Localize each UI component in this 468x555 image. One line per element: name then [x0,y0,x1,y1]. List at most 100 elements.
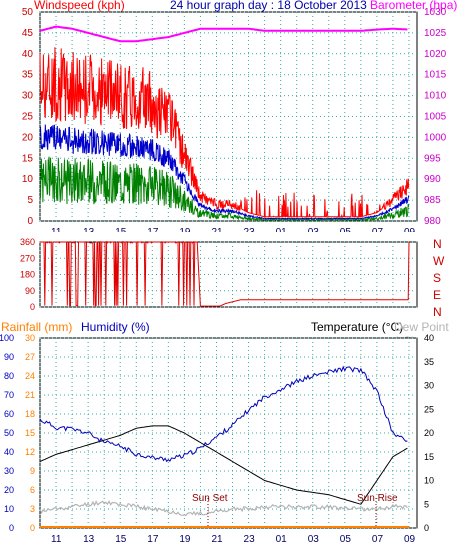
humidity-series [39,365,408,463]
direction-series [40,240,410,307]
temp-y-tick-label: 40 [424,333,434,343]
wind-y-tick-label: 45 [22,28,34,39]
temp-x-tick-label: 23 [244,534,256,545]
humidity-y-tick-label: 40 [4,447,14,457]
humidity-y-tick-label: 100 [0,333,14,343]
compass-label: N [433,305,442,316]
direction-grid [39,241,417,308]
temp-y-tick-label: 20 [424,428,434,438]
temp-y-tick-label: 5 [424,499,429,509]
temp-x-tick-label: 13 [83,534,95,545]
rain-y-tick-label: 27 [25,352,35,362]
temp-x-tick-label: 03 [308,534,320,545]
wind-grid [39,11,417,222]
humidity-y-tick-label: 30 [4,466,14,476]
compass-label: S [433,271,441,285]
wind-average-series [39,124,410,220]
wind-y-tick-label: 50 [22,7,34,18]
baro-axis-right: 980 985 990 995 1000 1005 1010 1015 1020 1025 1030 [424,7,447,227]
baro-y-tick-label: 995 [424,153,441,164]
direction-y-tick-label: 270 [20,253,35,263]
wind-direction-series [40,240,410,307]
baro-y-tick-label: 1020 [424,49,447,60]
temp-y-tick-label: 35 [424,357,434,367]
baro-y-tick-label: 1030 [424,7,447,18]
wind-y-tick-label: 35 [22,70,34,81]
rain-y-tick-label: 12 [25,447,35,457]
wind-x-tick-label: 21 [211,227,223,232]
baro-y-tick-label: 985 [424,195,441,206]
compass-label: W [433,254,445,268]
temp-humidity-panel: Rainfall (mm) Humidity (%) Temperature (… [0,318,468,555]
wind-y-tick-label: 10 [22,174,34,185]
temp-x-tick-label: 05 [340,534,352,545]
temp-series [39,365,409,528]
rain-y-tick-label: 18 [25,409,35,419]
wind-x-tick-label: 17 [147,227,159,232]
wind-y-tick-label: 15 [22,153,34,164]
baro-y-tick-label: 980 [424,216,441,227]
wind-x-tick-label: 09 [404,227,416,232]
wind-series [39,25,410,223]
direction-y-tick-label: 180 [20,270,35,280]
temp-x-tick-label: 09 [404,534,416,545]
wind-x-tick-label: 07 [372,227,384,232]
humidity-y-tick-label: 90 [4,352,14,362]
baro-y-tick-label: 1025 [424,28,447,39]
baro-y-tick-label: 1015 [424,70,447,81]
rain-axis-left: 0 3 6 9 12 15 18 21 24 27 30 [25,333,35,533]
baro-y-tick-label: 1005 [424,112,447,123]
temperature-axis-title: Temperature (°C) [311,320,404,334]
wind-x-tick-label: 11 [51,227,62,232]
temp-x-tick-label: 07 [372,534,384,545]
rain-y-tick-label: 6 [30,485,35,495]
windspeed-axis-title: Windspeed (kph) [34,0,125,12]
baro-y-tick-label: 1010 [424,91,447,102]
rain-y-tick-label: 24 [25,371,35,381]
baro-y-tick-label: 990 [424,174,441,185]
rain-y-tick-label: 9 [30,466,35,476]
wind-axis-bottom: 11 13 15 17 19 21 23 01 03 05 07 09 [51,227,415,232]
rainfall-axis-title: Rainfall (mm) [1,320,73,334]
compass-label: N [433,237,442,251]
direction-y-tick-label: 360 [20,237,35,247]
temp-x-tick-label: 19 [179,534,191,545]
temp-axis-bottom: 11 13 15 17 19 21 23 01 03 05 07 09 [51,534,415,545]
humidity-y-tick-label: 60 [4,409,14,419]
humidity-y-tick-label: 70 [4,390,14,400]
dewpoint-series [39,500,408,517]
direction-y-tick-label: 90 [25,286,35,296]
direction-y-tick-label: 0 [30,302,35,312]
temp-x-tick-label: 21 [211,534,223,545]
chart-title: 24 hour graph day : 18 October 2013 [170,0,367,12]
temp-x-tick-label: 11 [51,534,62,545]
humidity-y-tick-label: 80 [4,371,14,381]
temperature-series [39,425,408,505]
rain-y-tick-label: 30 [25,333,35,343]
wind-x-tick-label: 19 [179,227,191,232]
wind-y-tick-label: 20 [22,132,34,143]
temp-x-tick-label: 01 [276,534,288,545]
temp-x-tick-label: 17 [147,534,159,545]
rain-y-tick-label: 15 [25,428,35,438]
wind-axis-left: 0 5 10 15 20 25 30 35 40 45 50 [22,7,34,227]
temp-y-tick-label: 0 [424,523,429,533]
humidity-y-tick-label: 10 [4,504,14,514]
compass-label: E [433,288,441,302]
barometer-axis-title: Barometer (hpa) [370,0,458,12]
wind-x-tick-label: 15 [115,227,127,232]
wind-y-tick-label: 0 [27,216,33,227]
wind-x-tick-label: 05 [340,227,352,232]
wind-x-tick-label: 13 [83,227,95,232]
wind-x-tick-label: 23 [244,227,256,232]
temp-y-tick-label: 10 [424,476,434,486]
wind-baro-panel: Windspeed (kph) 24 hour graph day : 18 O… [0,0,468,232]
wind-y-tick-label: 40 [22,49,34,60]
rain-y-tick-label: 0 [30,523,35,533]
temp-axis-right: 0 5 10 15 20 25 30 35 40 [424,333,434,533]
barometer-series [39,25,408,43]
